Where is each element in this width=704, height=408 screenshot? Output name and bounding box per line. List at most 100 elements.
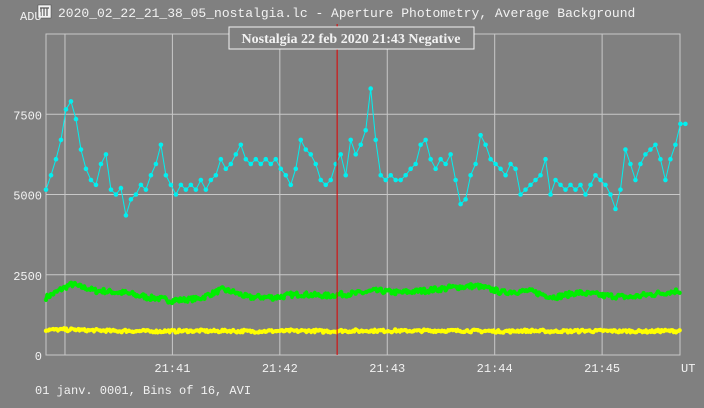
green-data-point <box>421 286 427 291</box>
yellow-data-point <box>385 328 391 334</box>
cyan-data-point <box>238 142 244 148</box>
green-data-point <box>76 283 81 288</box>
green-data-point <box>342 293 347 298</box>
green-data-point <box>295 294 301 299</box>
green-data-point <box>630 295 635 300</box>
green-data-point <box>576 291 581 296</box>
yellow-data-point <box>270 329 275 335</box>
green-data-point <box>43 297 49 302</box>
cyan-data-point <box>138 182 144 188</box>
yellow-data-point <box>555 329 560 334</box>
yellow-data-point <box>245 328 250 333</box>
green-data-point <box>270 297 275 302</box>
cyan-data-point <box>168 182 174 188</box>
cyan-data-point <box>53 156 59 162</box>
cyan-data-point <box>473 161 478 167</box>
yellow-data-point <box>594 328 599 333</box>
green-data-point <box>177 299 182 304</box>
cyan-data-point <box>358 142 364 148</box>
yellow-data-point <box>627 328 632 333</box>
cyan-data-point <box>398 177 403 183</box>
yellow-data-point <box>180 328 185 334</box>
yellow-data-point <box>501 330 506 335</box>
cyan-data-point <box>318 177 324 183</box>
cyan-data-point <box>353 152 359 157</box>
green-data-point <box>580 291 585 297</box>
yellow-data-point <box>166 328 171 333</box>
green-data-point <box>112 290 117 296</box>
green-data-point <box>324 295 329 300</box>
yellow-data-point <box>382 329 387 335</box>
yellow-data-point <box>317 327 322 333</box>
yellow-data-point <box>184 328 189 333</box>
cyan-data-point <box>638 161 643 167</box>
cyan-data-point <box>68 99 74 104</box>
yellow-data-point <box>407 328 412 334</box>
yellow-data-point <box>457 328 463 334</box>
yellow-data-point <box>360 329 365 334</box>
green-data-point <box>619 292 625 298</box>
cyan-data-point <box>288 182 294 188</box>
yellow-data-point <box>616 329 621 335</box>
cyan-data-point <box>163 172 169 178</box>
yellow-data-point <box>346 329 351 335</box>
chart-title: Nostalgia 22 feb 2020 21:43 Negative <box>242 32 461 47</box>
green-data-point <box>537 290 542 295</box>
cyan-data-point <box>648 147 653 152</box>
green-data-point <box>94 290 99 296</box>
yellow-data-point <box>519 328 524 333</box>
yellow-data-point <box>108 329 114 334</box>
green-data-point <box>573 292 578 297</box>
green-data-point <box>72 280 78 286</box>
green-data-point <box>231 288 236 293</box>
green-data-point <box>432 285 437 290</box>
green-data-point <box>267 293 272 299</box>
cyan-data-point <box>478 132 483 138</box>
cyan-data-point <box>388 172 393 178</box>
green-data-point <box>310 293 315 299</box>
green-data-point <box>238 291 243 296</box>
green-data-point <box>562 293 567 298</box>
green-data-point <box>547 294 553 300</box>
cyan-data-point <box>178 182 184 188</box>
yellow-data-point <box>364 328 369 334</box>
green-data-point <box>259 295 265 300</box>
yellow-data-point <box>396 328 401 333</box>
green-data-point <box>594 290 599 295</box>
yellow-data-point <box>450 327 455 333</box>
yellow-data-point <box>310 328 315 334</box>
yellow-data-point <box>504 328 509 334</box>
green-data-point <box>216 286 221 292</box>
yellow-data-point <box>418 328 423 334</box>
cyan-data-point <box>128 197 134 202</box>
cyan-data-point <box>348 137 354 143</box>
green-data-point <box>191 294 196 300</box>
yellow-data-point <box>634 329 639 335</box>
green-data-point <box>515 291 520 296</box>
green-data-point <box>483 283 488 289</box>
green-data-point <box>666 290 671 296</box>
chart-title-box <box>228 26 475 50</box>
green-data-point <box>375 289 380 294</box>
green-data-point <box>396 289 401 294</box>
cyan-data-point <box>253 156 259 162</box>
green-data-point <box>634 293 639 298</box>
cyan-data-point <box>458 201 463 207</box>
yellow-data-point <box>72 327 78 332</box>
yellow-data-point <box>144 328 149 333</box>
cyan-data-point <box>83 166 89 172</box>
yellow-data-point <box>580 327 585 333</box>
green-data-point <box>551 294 556 299</box>
green-data-point <box>141 292 146 297</box>
green-data-point <box>133 294 139 299</box>
green-data-point <box>454 284 459 289</box>
yellow-data-point <box>130 329 135 334</box>
green-data-point <box>353 291 358 296</box>
cyan-data-point <box>528 182 533 188</box>
cyan-data-point <box>488 156 493 162</box>
yellow-data-point <box>583 328 589 334</box>
yellow-data-point <box>249 329 254 335</box>
yellow-data-point <box>659 328 664 333</box>
cyan-data-point <box>633 177 638 183</box>
yellow-data-point <box>508 330 513 335</box>
